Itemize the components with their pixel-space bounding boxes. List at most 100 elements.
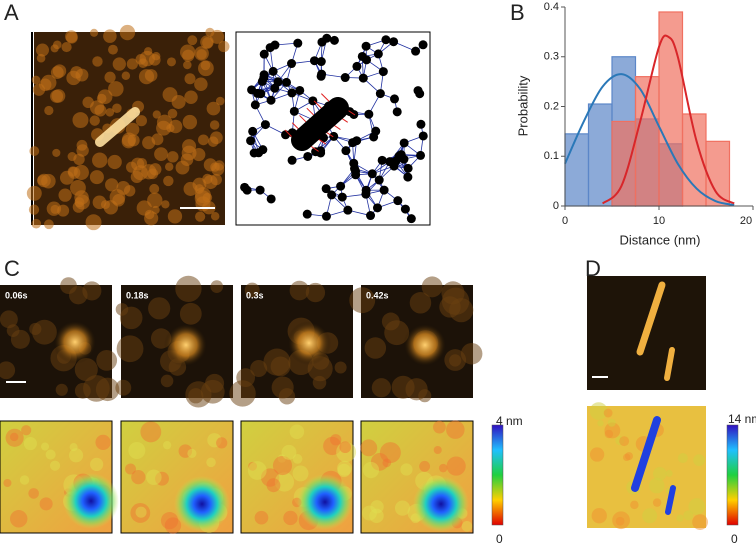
- texture: [115, 379, 132, 396]
- node: [336, 181, 346, 191]
- texture: [180, 44, 196, 60]
- texture: [693, 454, 705, 467]
- time-label: 0.18s: [126, 290, 149, 300]
- node: [321, 211, 331, 221]
- texture: [254, 510, 269, 525]
- texture: [94, 104, 107, 117]
- x-tick-label: 10: [653, 215, 665, 227]
- texture: [135, 506, 147, 518]
- texture: [144, 211, 159, 226]
- bar: [658, 11, 684, 207]
- texture: [178, 444, 193, 458]
- texture: [28, 488, 39, 499]
- texture: [370, 453, 389, 471]
- texture: [203, 174, 218, 190]
- texture: [147, 192, 163, 209]
- texture: [128, 441, 146, 459]
- node: [337, 192, 347, 202]
- time-label: 0.3s: [246, 290, 264, 300]
- texture: [105, 108, 115, 117]
- texture: [49, 460, 61, 471]
- node: [399, 154, 409, 164]
- node: [415, 89, 425, 99]
- node: [316, 71, 326, 81]
- texture: [207, 136, 219, 147]
- texture: [121, 71, 131, 80]
- particle: [403, 323, 447, 367]
- texture: [148, 297, 171, 320]
- texture: [31, 218, 42, 229]
- texture: [292, 465, 309, 482]
- node: [411, 46, 421, 56]
- texture: [330, 434, 342, 446]
- texture: [648, 477, 665, 494]
- texture: [161, 200, 170, 209]
- node: [381, 35, 391, 45]
- node: [374, 175, 384, 185]
- texture: [175, 160, 190, 175]
- texture: [323, 436, 342, 456]
- texture: [52, 148, 61, 157]
- texture: [29, 146, 40, 156]
- texture: [289, 424, 305, 440]
- texture: [405, 378, 428, 401]
- texture: [597, 419, 604, 427]
- texture: [152, 110, 161, 119]
- texture: [9, 432, 19, 442]
- bar: [611, 120, 637, 207]
- node: [400, 204, 410, 214]
- texture: [138, 58, 148, 69]
- texture: [289, 280, 310, 301]
- node: [389, 94, 399, 104]
- texture: [250, 359, 268, 378]
- texture: [167, 108, 178, 119]
- texture: [73, 164, 89, 180]
- texture: [40, 74, 57, 91]
- texture: [21, 425, 32, 436]
- texture: [281, 444, 297, 460]
- texture: [337, 460, 353, 476]
- time-label: 0.06s: [5, 290, 28, 300]
- texture: [665, 469, 673, 477]
- node: [329, 131, 339, 141]
- texture: [105, 178, 119, 192]
- texture: [140, 421, 162, 443]
- texture: [74, 194, 90, 210]
- texture: [166, 57, 176, 67]
- texture: [69, 448, 84, 463]
- texture: [89, 170, 104, 185]
- node: [266, 95, 276, 105]
- texture: [603, 408, 613, 418]
- texture: [144, 69, 158, 82]
- texture: [183, 181, 198, 196]
- texture: [187, 35, 198, 46]
- node: [327, 190, 337, 200]
- texture: [160, 512, 179, 530]
- node: [403, 172, 413, 182]
- particle: [63, 473, 119, 529]
- texture: [196, 49, 207, 60]
- node: [270, 83, 280, 93]
- node: [373, 49, 383, 59]
- node: [289, 106, 299, 116]
- node: [259, 49, 269, 59]
- texture: [19, 475, 30, 485]
- texture: [92, 152, 108, 168]
- node: [364, 109, 374, 119]
- texture: [146, 469, 162, 486]
- y-tick-label: 0.3: [544, 51, 559, 63]
- node: [392, 107, 402, 117]
- texture: [202, 192, 213, 203]
- texture: [274, 472, 295, 492]
- texture: [39, 497, 53, 511]
- node: [260, 120, 270, 130]
- node: [259, 73, 269, 83]
- x-tick-label: 0: [562, 215, 568, 227]
- texture: [6, 324, 20, 338]
- texture: [163, 175, 174, 187]
- texture: [642, 508, 658, 524]
- node: [393, 196, 403, 206]
- texture: [82, 281, 102, 301]
- node: [250, 100, 260, 110]
- texture: [336, 442, 357, 463]
